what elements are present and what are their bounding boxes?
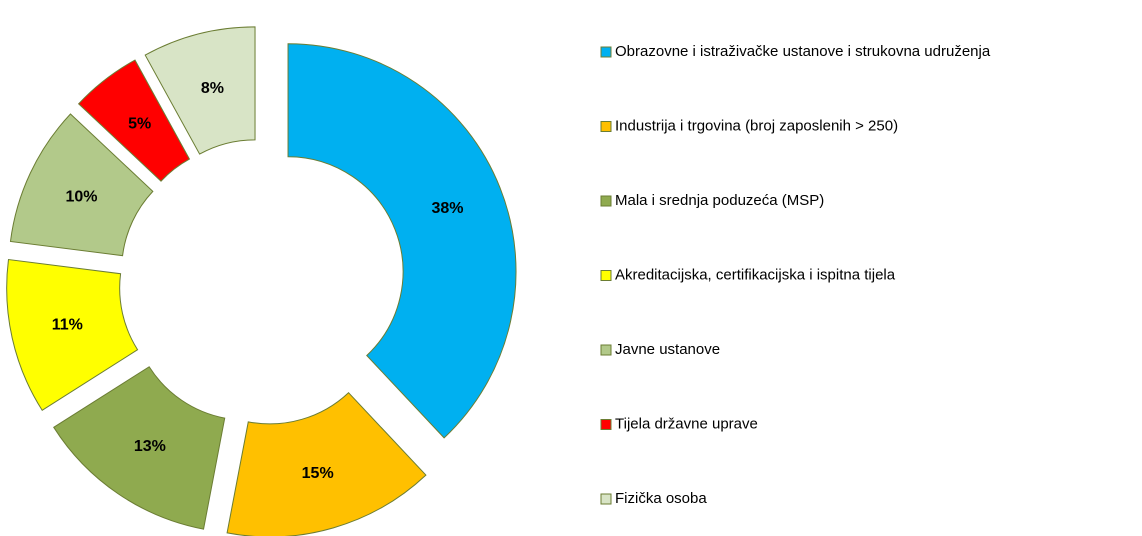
data-label: 11% [52, 317, 83, 334]
donut-segment [77, 59, 191, 182]
legend-label: Tijela državne uprave [615, 415, 758, 432]
data-label: 8% [201, 80, 224, 97]
legend-label: Fizička osoba [615, 490, 707, 507]
legend-swatch [600, 121, 612, 132]
legend-swatch [600, 46, 612, 58]
data-label: 15% [302, 465, 334, 482]
donut-segment [9, 113, 154, 257]
donut-segment [6, 258, 139, 411]
legend-label: Obrazovne i istraživačke ustanove i stru… [615, 43, 991, 60]
legend-label: Industrija i trgovina (broj zaposlenih >… [615, 117, 898, 134]
legend-swatch [600, 419, 612, 430]
data-label: 38% [431, 200, 463, 217]
legend-swatch [600, 493, 612, 505]
data-label: 13% [134, 438, 166, 455]
legend-label: Mala i srednja poduzeća (MSP) [615, 192, 824, 209]
legend-swatch [600, 344, 612, 356]
donut-segment [144, 26, 256, 155]
data-label: 10% [65, 188, 97, 205]
legend-swatch [600, 195, 612, 207]
legend-label: Akreditacijska, certifikacijska i ispitn… [615, 266, 896, 283]
donut-segment [287, 43, 517, 439]
legend-label: Javne ustanove [615, 341, 720, 358]
donut-segment [53, 366, 226, 530]
donut-segment [226, 392, 427, 536]
legend-swatch [600, 270, 612, 281]
data-label: 5% [128, 116, 151, 133]
